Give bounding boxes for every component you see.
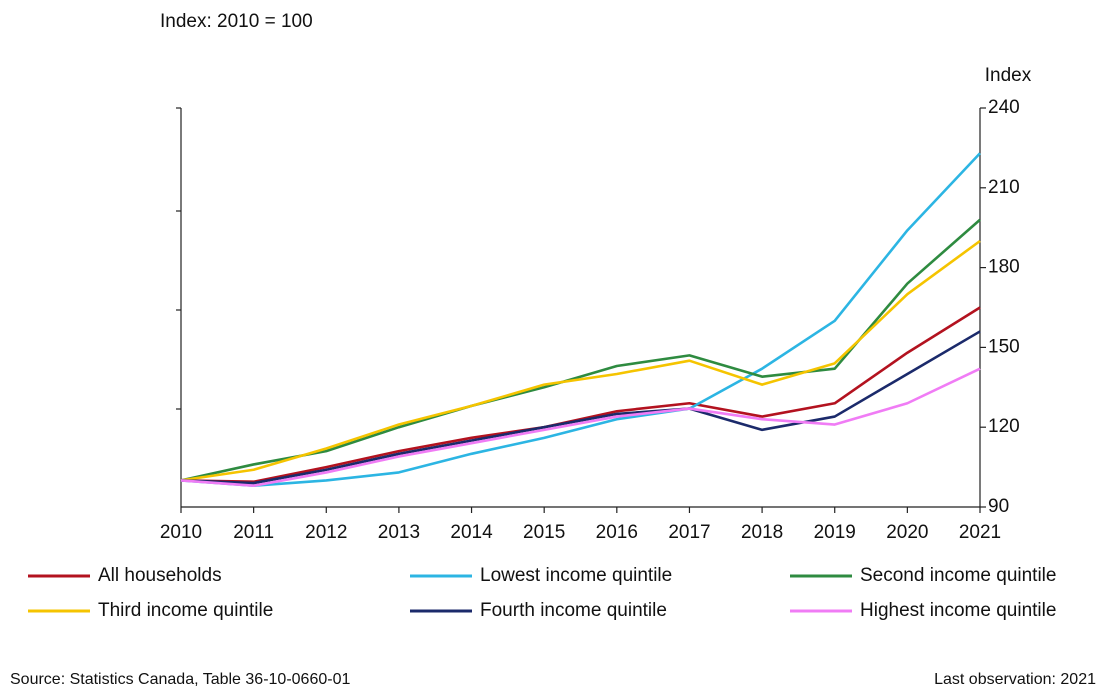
legend-label: All households (98, 565, 222, 586)
x-tick-label: 2020 (886, 522, 928, 543)
legend-label: Lowest income quintile (480, 565, 672, 586)
x-tick-label: 2017 (668, 522, 710, 543)
source-note: Source: Statistics Canada, Table 36-10-0… (10, 671, 350, 688)
series-line (180, 152, 981, 488)
y-axis-label: Index (985, 65, 1032, 86)
x-tick-label: 2013 (378, 522, 420, 543)
x-tick-label: 2015 (523, 522, 565, 543)
legend-label: Third income quintile (98, 600, 273, 621)
y-tick-label: 120 (988, 416, 1020, 437)
x-tick-label: 2012 (305, 522, 347, 543)
series-line (180, 306, 981, 484)
series-line (180, 330, 981, 485)
y-tick-label: 180 (988, 257, 1020, 278)
x-tick-label: 2011 (233, 522, 274, 543)
x-tick-label: 2016 (596, 522, 638, 543)
x-tick-label: 2019 (814, 522, 856, 543)
x-tick-label: 2021 (959, 522, 1001, 543)
y-tick-label: 150 (988, 336, 1020, 357)
axes (176, 107, 981, 508)
y-tick-label: 240 (988, 97, 1020, 118)
legend-label: Highest income quintile (860, 600, 1056, 621)
legend-label: Fourth income quintile (480, 600, 667, 621)
chart-title: Index: 2010 = 100 (160, 11, 313, 32)
x-tick-label: 2014 (450, 522, 493, 543)
series-line (180, 239, 981, 482)
x-tick-label: 2010 (160, 522, 202, 543)
series-line (180, 218, 981, 482)
y-tick-label: 210 (988, 177, 1020, 198)
legend-label: Second income quintile (860, 565, 1056, 586)
y-tick-label: 90 (988, 496, 1009, 517)
series-line (180, 367, 981, 488)
last-observation-note: Last observation: 2021 (934, 671, 1096, 688)
x-tick-label: 2018 (741, 522, 783, 543)
